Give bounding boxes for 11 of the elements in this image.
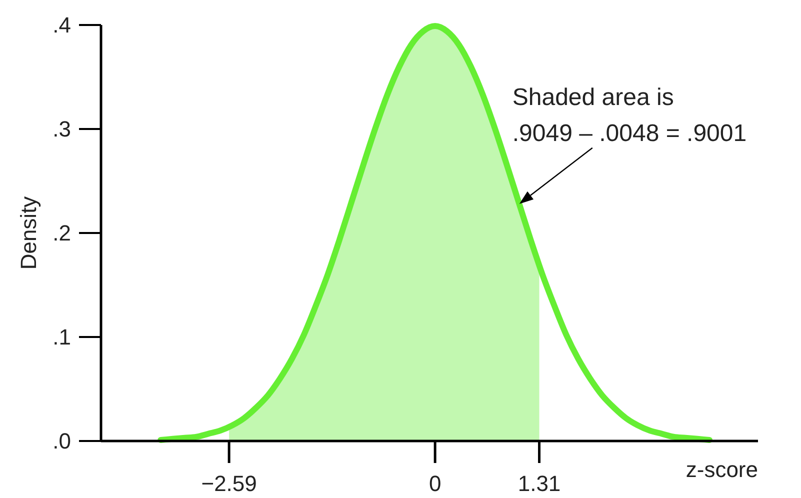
x-tick-label: 0 [428,471,442,496]
y-tick-label: .0 [52,428,71,454]
x-tick-label: −2.59 [201,471,257,496]
y-axis-title: Density [16,196,41,270]
annotation: Shaded area is .9049 – .0048 = .9001 [512,84,747,147]
x-axis-title: z-score [686,457,758,482]
x-tick-label: 1.31 [518,471,561,496]
y-tick-label: .2 [52,220,71,246]
y-tick-label: .3 [52,116,71,142]
y-tick-label: .4 [52,12,71,38]
y-tick-label: .1 [52,324,71,350]
